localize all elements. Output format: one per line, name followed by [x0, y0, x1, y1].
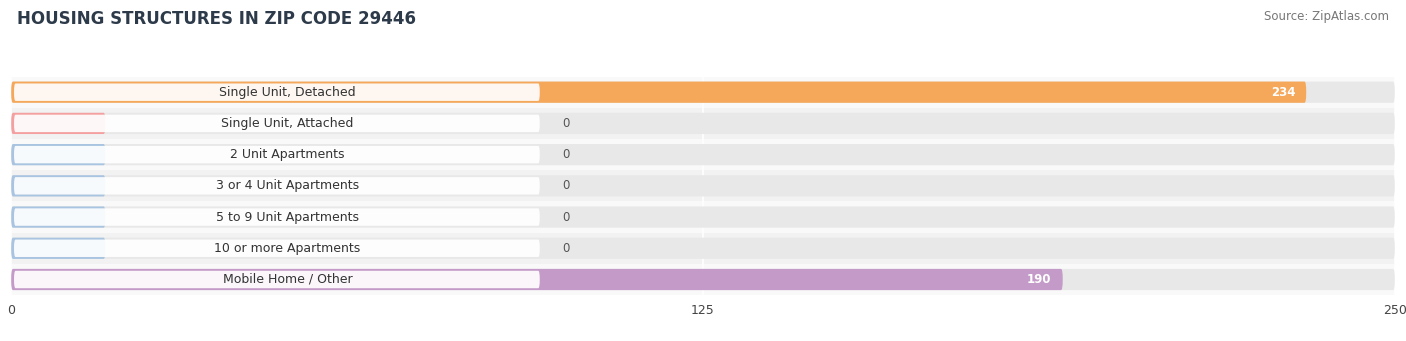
FancyBboxPatch shape: [11, 81, 1395, 103]
FancyBboxPatch shape: [11, 238, 105, 259]
Text: HOUSING STRUCTURES IN ZIP CODE 29446: HOUSING STRUCTURES IN ZIP CODE 29446: [17, 10, 416, 28]
Text: Source: ZipAtlas.com: Source: ZipAtlas.com: [1264, 10, 1389, 23]
FancyBboxPatch shape: [14, 84, 540, 101]
FancyBboxPatch shape: [14, 208, 540, 226]
Bar: [11, 170, 1395, 202]
Text: 0: 0: [562, 148, 569, 161]
Text: 0: 0: [562, 117, 569, 130]
Text: 3 or 4 Unit Apartments: 3 or 4 Unit Apartments: [217, 179, 359, 192]
Text: 2 Unit Apartments: 2 Unit Apartments: [231, 148, 344, 161]
Bar: [11, 264, 1395, 295]
FancyBboxPatch shape: [11, 144, 105, 165]
FancyBboxPatch shape: [11, 238, 1395, 259]
FancyBboxPatch shape: [14, 271, 540, 288]
Text: 0: 0: [562, 242, 569, 255]
Text: 190: 190: [1028, 273, 1052, 286]
Bar: [11, 139, 1395, 170]
Bar: [11, 77, 1395, 108]
FancyBboxPatch shape: [11, 175, 105, 196]
FancyBboxPatch shape: [11, 81, 1306, 103]
FancyBboxPatch shape: [11, 269, 1063, 290]
FancyBboxPatch shape: [11, 175, 1395, 196]
FancyBboxPatch shape: [14, 146, 540, 163]
Text: Single Unit, Attached: Single Unit, Attached: [221, 117, 353, 130]
Text: Mobile Home / Other: Mobile Home / Other: [222, 273, 353, 286]
FancyBboxPatch shape: [14, 177, 540, 195]
Bar: [11, 202, 1395, 233]
FancyBboxPatch shape: [11, 269, 1395, 290]
FancyBboxPatch shape: [11, 144, 1395, 165]
Text: 0: 0: [562, 179, 569, 192]
FancyBboxPatch shape: [11, 113, 105, 134]
Text: 10 or more Apartments: 10 or more Apartments: [214, 242, 360, 255]
Text: Single Unit, Detached: Single Unit, Detached: [219, 86, 356, 99]
Text: 5 to 9 Unit Apartments: 5 to 9 Unit Apartments: [217, 210, 359, 224]
Bar: [11, 233, 1395, 264]
FancyBboxPatch shape: [14, 115, 540, 132]
FancyBboxPatch shape: [14, 240, 540, 257]
FancyBboxPatch shape: [11, 113, 1395, 134]
FancyBboxPatch shape: [11, 206, 1395, 228]
FancyBboxPatch shape: [11, 206, 105, 228]
Text: 234: 234: [1271, 86, 1295, 99]
Bar: [11, 108, 1395, 139]
Text: 0: 0: [562, 210, 569, 224]
